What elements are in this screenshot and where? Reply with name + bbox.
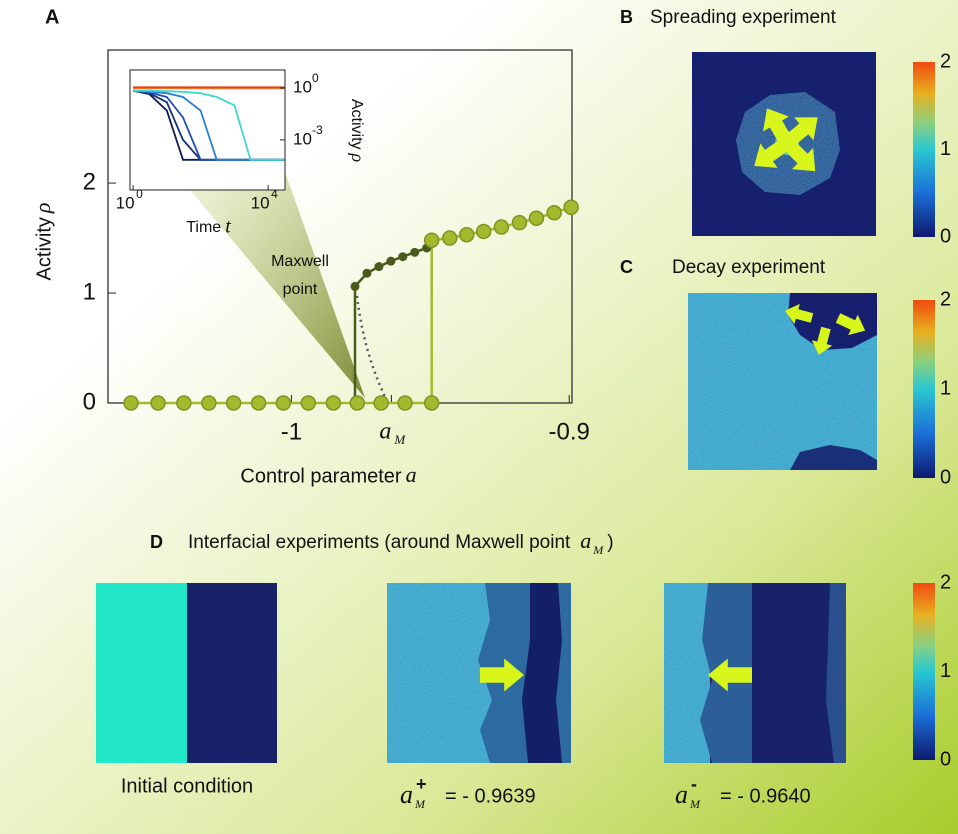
inset-y-tick-label: 10: [293, 77, 312, 96]
point: [410, 247, 420, 257]
point: [225, 395, 242, 411]
colorbar: [913, 62, 935, 237]
caption: -: [691, 774, 697, 794]
x-axis-label: a: [406, 462, 417, 487]
point: [362, 268, 372, 278]
zoom-wedge: [190, 172, 365, 398]
point: [349, 395, 365, 411]
inset-x-tick-label: 10: [251, 193, 270, 212]
panel-title: Decay experiment: [672, 257, 826, 278]
inset-x-tick-label: 4: [271, 187, 278, 201]
point: [150, 395, 166, 411]
colorbar-tick-label: 1: [940, 377, 951, 399]
inset-x-label: Time: [186, 219, 221, 236]
panel-label: A: [45, 6, 59, 28]
point: [250, 395, 267, 411]
y-axis-label: Activity: [33, 217, 55, 280]
caption: M: [414, 797, 426, 811]
point: [373, 395, 389, 411]
colorbar: [913, 583, 935, 760]
annotation: Maxwell: [271, 253, 329, 270]
colorbar: [913, 300, 935, 478]
backward-texture: [664, 583, 710, 763]
x-tick-label: M: [393, 432, 406, 447]
panel-title: ): [607, 532, 613, 553]
point: [325, 395, 342, 411]
point: [563, 199, 579, 216]
point: [123, 395, 139, 411]
point: [546, 205, 562, 221]
inset-x-tick-label: 0: [136, 187, 143, 201]
caption: a: [400, 780, 413, 809]
x-tick-label: a: [379, 419, 391, 445]
x-axis-label: Control parameter: [240, 465, 402, 487]
colorbar-tick-label: 2: [940, 571, 951, 593]
inset-y-label: ρ: [348, 153, 368, 163]
forward-dark: [522, 583, 562, 763]
caption: a: [675, 780, 688, 809]
initial-right: [187, 583, 277, 763]
point: [511, 214, 528, 231]
point: [350, 281, 360, 291]
inset-y-tick-label: 10: [293, 129, 312, 148]
inset-y-tick-label: -3: [312, 123, 323, 137]
series-line: [133, 89, 285, 161]
point: [423, 395, 440, 411]
inset-x-tick-label: 10: [116, 193, 135, 212]
colorbar-tick-label: 2: [940, 288, 951, 310]
point: [201, 395, 217, 411]
backward-edge: [826, 583, 846, 763]
point: [475, 223, 492, 240]
panel-label: D: [150, 532, 163, 552]
inset-x-label: t: [225, 216, 231, 238]
unstable-branch: [355, 295, 390, 404]
panel-title: a: [580, 528, 591, 553]
caption: = - 0.9640: [720, 785, 811, 807]
point: [458, 226, 475, 243]
point: [300, 395, 317, 411]
inset-y-label: Activity: [348, 99, 365, 150]
caption: M: [689, 797, 701, 811]
point: [386, 256, 396, 266]
colorbar-tick-label: 1: [940, 138, 951, 160]
point: [374, 262, 384, 272]
y-tick-label: 1: [83, 278, 96, 305]
caption: +: [416, 774, 427, 794]
x-tick-label: -1: [281, 418, 302, 445]
y-tick-label: 0: [83, 388, 96, 415]
decay-hole: [790, 445, 877, 470]
point: [423, 232, 440, 248]
series-line: [131, 206, 572, 405]
caption: = - 0.9639: [445, 785, 536, 807]
panel-title: M: [592, 543, 604, 557]
caption: Initial condition: [121, 775, 253, 797]
point: [397, 395, 413, 411]
x-tick-label: -0.9: [549, 418, 590, 445]
colorbar-tick-label: 1: [940, 660, 951, 682]
initial-left: [96, 583, 187, 763]
inset-y-tick-label: 0: [312, 71, 319, 85]
point: [275, 395, 292, 411]
panel-label: B: [620, 7, 633, 27]
decay-hole: [788, 293, 877, 350]
panel-title: Interfacial experiments (around Maxwell …: [188, 532, 571, 553]
y-tick-label: 2: [83, 168, 96, 195]
panel-label: C: [620, 257, 633, 277]
y-axis-label: ρ: [30, 203, 55, 215]
colorbar-tick-label: 0: [940, 225, 951, 247]
panel-title: Spreading experiment: [650, 7, 837, 28]
point: [493, 219, 510, 235]
point: [528, 210, 545, 227]
colorbar-tick-label: 0: [940, 466, 951, 488]
point: [398, 252, 408, 262]
colorbar-tick-label: 0: [940, 748, 951, 770]
colorbar-tick-label: 2: [940, 50, 951, 72]
annotation: point: [283, 281, 318, 298]
point: [176, 395, 192, 411]
point: [441, 230, 458, 246]
